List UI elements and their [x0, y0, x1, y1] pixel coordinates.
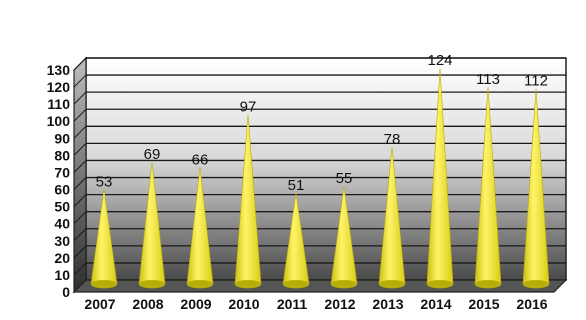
data-label: 69	[144, 146, 161, 163]
y-tick-label: 30	[54, 233, 70, 249]
y-tick-label: 80	[54, 147, 70, 163]
gridline-side	[73, 74, 87, 88]
cone-base	[523, 280, 549, 288]
data-label: 112	[524, 73, 548, 90]
cone-base	[379, 280, 405, 288]
cone-base	[139, 280, 165, 288]
x-tick-label: 2015	[468, 296, 499, 312]
gridline-side	[73, 125, 87, 139]
gridline-side	[73, 228, 87, 242]
bar-2015	[474, 87, 502, 289]
cone-base	[187, 280, 213, 288]
data-label: 66	[192, 151, 209, 168]
gridline-side	[73, 211, 87, 225]
data-label: 78	[384, 131, 401, 148]
bar-2013	[378, 146, 406, 289]
bar-2011	[282, 192, 310, 289]
bar-2010	[234, 114, 262, 289]
gridline-side	[73, 143, 87, 156]
y-tick-label: 120	[47, 79, 71, 95]
bar-2009	[186, 167, 214, 289]
x-tick-label: 2009	[180, 296, 211, 312]
cone-base	[283, 280, 309, 288]
cone-shape	[234, 114, 262, 289]
cone-base	[331, 280, 357, 288]
gridline-side	[73, 108, 87, 122]
y-tick-label: 40	[54, 216, 70, 232]
cone-base	[427, 280, 453, 288]
gridline-side	[73, 194, 87, 207]
bar-2008	[138, 162, 166, 289]
data-label: 124	[427, 52, 452, 69]
cone-base	[91, 280, 117, 288]
x-tick-label: 2010	[228, 296, 259, 312]
cone-shape	[138, 162, 166, 289]
gridline-side	[73, 91, 87, 105]
x-tick-label: 2011	[277, 296, 308, 312]
cone-base	[235, 280, 261, 288]
bar-2014	[426, 68, 454, 289]
y-tick-label: 50	[54, 199, 70, 215]
x-tick-label: 2013	[372, 296, 403, 312]
gridline-side	[73, 177, 87, 190]
gridline-side	[73, 160, 87, 173]
bar-2007	[90, 189, 118, 289]
y-tick-label: 110	[47, 96, 70, 112]
x-tick-label: 2016	[516, 296, 547, 312]
bar-2016	[522, 88, 550, 289]
cone-base	[475, 280, 501, 288]
plot-side-wall	[73, 56, 87, 294]
y-tick-label: 20	[54, 250, 70, 266]
y-tick-label: 100	[47, 113, 71, 129]
gridline-side	[73, 245, 87, 259]
data-label: 97	[240, 98, 257, 115]
data-label: 53	[96, 173, 113, 190]
gridline-side	[73, 57, 87, 71]
data-label: 113	[476, 71, 500, 88]
data-label: 51	[288, 177, 305, 194]
x-tick-label: 2008	[132, 296, 163, 312]
y-tick-label: 90	[54, 130, 70, 146]
y-tick-label: 60	[54, 182, 70, 198]
x-tick-label: 2014	[420, 296, 451, 312]
x-tick-label: 2012	[324, 296, 355, 312]
gridline-side	[73, 262, 87, 276]
y-tick-label: 130	[47, 62, 71, 78]
cone-shape	[186, 167, 214, 289]
bars-layer	[90, 68, 550, 289]
y-tick-label: 10	[54, 267, 70, 283]
data-label: 55	[336, 170, 353, 187]
y-tick-label: 0	[62, 284, 70, 300]
bar-2012	[330, 186, 358, 289]
x-tick-label: 2007	[84, 296, 115, 312]
y-tick-label: 70	[54, 164, 70, 180]
